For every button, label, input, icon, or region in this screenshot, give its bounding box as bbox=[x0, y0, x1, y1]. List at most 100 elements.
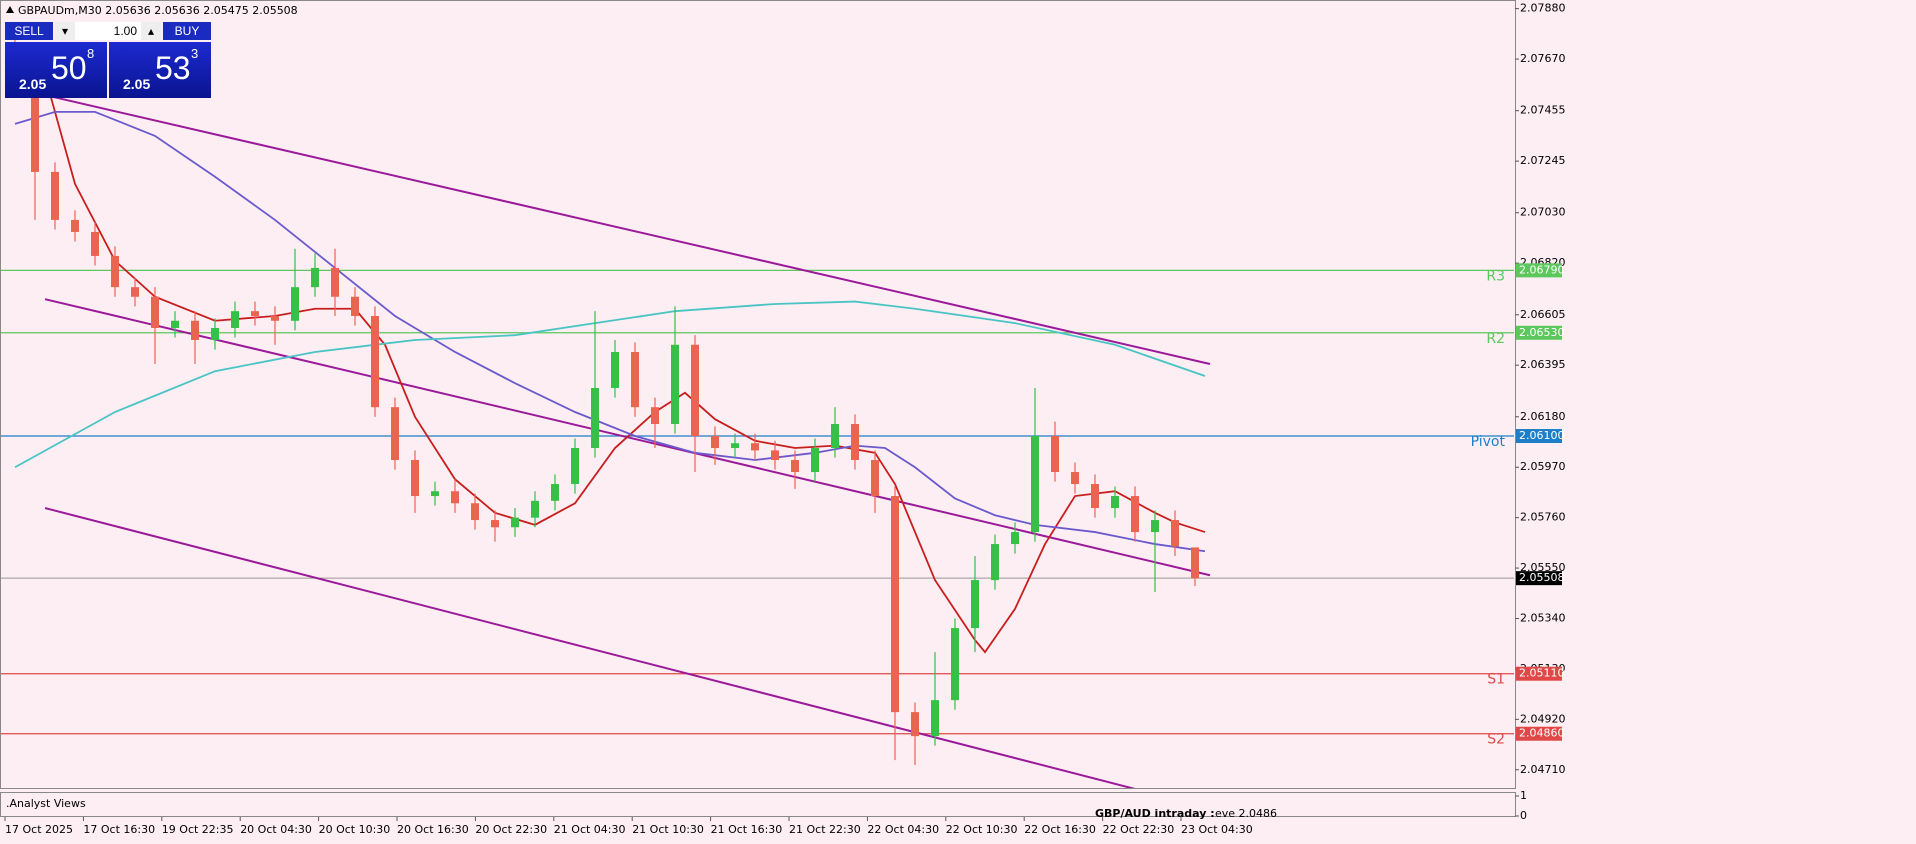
candle-body bbox=[891, 496, 899, 713]
candle-body bbox=[71, 219, 79, 232]
candle-body bbox=[291, 287, 299, 321]
candle-body bbox=[911, 712, 919, 737]
candle-body bbox=[131, 287, 139, 297]
candle-body bbox=[771, 450, 779, 461]
lot-input[interactable]: 1.00 bbox=[75, 22, 141, 40]
price-panel bbox=[0, 0, 1516, 789]
candle-body bbox=[1031, 436, 1039, 533]
candle-body bbox=[411, 460, 419, 497]
level-name: Pivot bbox=[1471, 434, 1506, 450]
candle-body bbox=[1171, 520, 1179, 547]
candle-body bbox=[251, 311, 259, 316]
y-tick-label: 2.07670 bbox=[1520, 52, 1566, 65]
candle-body bbox=[31, 87, 39, 172]
x-tick-label: 21 Oct 04:30 bbox=[554, 823, 626, 836]
candle-body bbox=[271, 315, 279, 321]
candle-body bbox=[211, 327, 219, 340]
candle-body bbox=[51, 171, 59, 220]
y-tick-label: 2.06180 bbox=[1520, 410, 1566, 423]
x-tick-label: 20 Oct 04:30 bbox=[240, 823, 312, 836]
level-name: S1 bbox=[1487, 672, 1505, 688]
y-tick-label: 2.06395 bbox=[1520, 358, 1566, 371]
y-tick-label: 2.07030 bbox=[1520, 206, 1566, 219]
ask-main: 53 bbox=[155, 50, 191, 86]
icon bbox=[6, 6, 14, 13]
price-tag-label: 2.06790 bbox=[1519, 263, 1565, 276]
price-tag-label: 2.05508 bbox=[1519, 571, 1565, 584]
candle-body bbox=[591, 387, 599, 449]
price-tag bbox=[1516, 263, 1562, 278]
level-name: S2 bbox=[1487, 732, 1505, 748]
trendline bbox=[44, 507, 1136, 788]
candle-body bbox=[631, 351, 639, 408]
price-tag-label: 2.04860 bbox=[1519, 727, 1565, 740]
candle-body bbox=[711, 436, 719, 449]
bid-quote[interactable]: 2.05 50 8 bbox=[5, 42, 107, 98]
candle-body bbox=[691, 344, 699, 437]
plot bbox=[1, 39, 1514, 788]
chart-title: GBPAUDm,M30 2.05636 2.05636 2.05475 2.05… bbox=[18, 4, 298, 17]
candle-body bbox=[871, 460, 879, 497]
x-tick-label: 22 Oct 22:30 bbox=[1103, 823, 1175, 836]
level-name: R3 bbox=[1486, 268, 1505, 284]
price-tag-label: 2.05110 bbox=[1519, 667, 1565, 680]
x-tick-label: 21 Oct 16:30 bbox=[711, 823, 783, 836]
candle-body bbox=[371, 315, 379, 408]
trendline bbox=[44, 94, 1211, 365]
x-tick-label: 20 Oct 22:30 bbox=[475, 823, 547, 836]
candle-body bbox=[531, 500, 539, 518]
y-tick-label: 2.04920 bbox=[1520, 712, 1566, 725]
indicator-text: GBP/AUD intraday : bbox=[1095, 807, 1215, 820]
candle-body bbox=[931, 700, 939, 737]
candle-body bbox=[1071, 472, 1079, 485]
price-tag bbox=[1516, 325, 1562, 340]
ask-pip: 3 bbox=[191, 46, 199, 61]
candle-body bbox=[611, 351, 619, 388]
y-tick-label: 2.04710 bbox=[1520, 763, 1566, 776]
candle-body bbox=[91, 231, 99, 256]
x-tick-label: 22 Oct 04:30 bbox=[867, 823, 939, 836]
y-tick-label: 2.05970 bbox=[1520, 460, 1566, 473]
candle-body bbox=[391, 407, 399, 461]
price-tag bbox=[1516, 429, 1562, 444]
ask-quote[interactable]: 2.05 53 3 bbox=[109, 42, 211, 98]
trade-panel: SELL ▾ 1.00 ▴ BUY 2.05 50 8 2.05 53 3 bbox=[5, 22, 211, 98]
candle-body bbox=[791, 460, 799, 473]
price-tag bbox=[1516, 571, 1562, 586]
candle-body bbox=[571, 448, 579, 485]
candle-body bbox=[111, 255, 119, 288]
x-tick-label: 23 Oct 04:30 bbox=[1181, 823, 1253, 836]
ask-big: 2.05 bbox=[123, 76, 151, 92]
bid-main: 50 bbox=[51, 50, 87, 86]
y-tick-label: 2.06605 bbox=[1520, 308, 1566, 321]
candle-body bbox=[511, 517, 519, 528]
candle-body bbox=[1011, 532, 1019, 545]
candle-body bbox=[1151, 520, 1159, 533]
price-tag bbox=[1516, 666, 1562, 681]
buy-button[interactable]: BUY bbox=[163, 22, 211, 40]
price-tag-label: 2.06530 bbox=[1519, 326, 1565, 339]
candle-body bbox=[1111, 496, 1119, 509]
candle-body bbox=[1051, 436, 1059, 473]
candle-body bbox=[311, 267, 319, 288]
lot-up[interactable]: ▴ bbox=[141, 22, 161, 40]
y-tick-label: 2.05340 bbox=[1520, 611, 1566, 624]
x-tick-label: 20 Oct 10:30 bbox=[319, 823, 391, 836]
x-tick-label: 21 Oct 22:30 bbox=[789, 823, 861, 836]
candle-body bbox=[351, 296, 359, 316]
y-tick-label: 2.05760 bbox=[1520, 511, 1566, 524]
x-tick-label: 17 Oct 16:30 bbox=[83, 823, 155, 836]
x-tick-label: 17 Oct 2025 bbox=[5, 823, 73, 836]
candle-body bbox=[491, 520, 499, 528]
sell-button[interactable]: SELL bbox=[5, 22, 53, 40]
y-tick-label: 2.05550 bbox=[1520, 561, 1566, 574]
candle-body bbox=[731, 443, 739, 449]
candle-body bbox=[331, 267, 339, 297]
candle-body bbox=[191, 320, 199, 340]
y-tick-label: 2.07455 bbox=[1520, 104, 1566, 117]
bid-big: 2.05 bbox=[19, 76, 47, 92]
lot-down[interactable]: ▾ bbox=[55, 22, 75, 40]
x-tick-label: 22 Oct 10:30 bbox=[946, 823, 1018, 836]
